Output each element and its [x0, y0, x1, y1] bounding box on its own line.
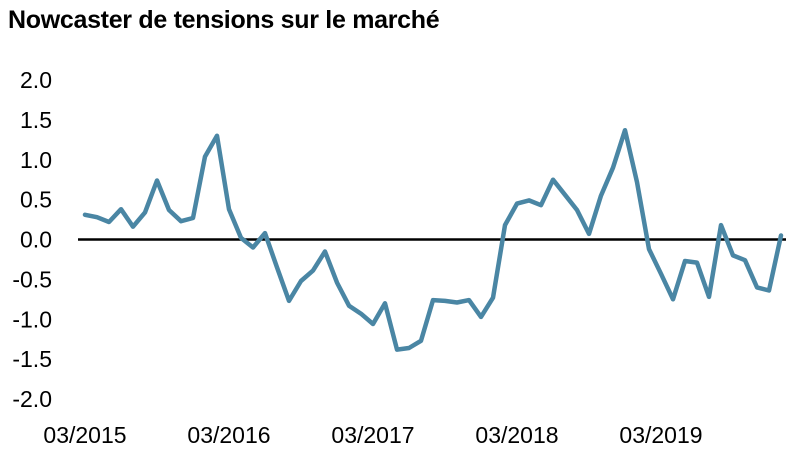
- y-tick-label: 0.0: [20, 227, 52, 253]
- y-tick-label: 1.5: [20, 107, 52, 133]
- y-tick-label: -2.0: [12, 386, 52, 412]
- y-tick-label: -1.0: [12, 306, 52, 332]
- y-tick-label: 1.0: [20, 147, 52, 173]
- series-line: [82, 127, 784, 352]
- y-tick-label: 2.0: [20, 67, 52, 93]
- x-tick-label: 03/2016: [187, 422, 270, 448]
- y-tick-label: 0.5: [20, 187, 52, 213]
- x-tick-label: 03/2017: [331, 422, 414, 448]
- x-tick-label: 03/2018: [475, 422, 558, 448]
- x-tick-label: 03/2019: [619, 422, 702, 448]
- y-tick-label: -1.5: [12, 346, 52, 372]
- x-tick-label: 03/2015: [43, 422, 126, 448]
- x-axis-ticks: 03/2015 03/2016 03/2017 03/2018 03/2019: [43, 422, 702, 448]
- y-axis-ticks: 2.0 1.5 1.0 0.5 0.0 -0.5 -1.0 -1.5 -2.0: [12, 67, 52, 412]
- y-tick-label: -0.5: [12, 266, 52, 292]
- chart-title: Nowcaster de tensions sur le marché: [8, 6, 440, 34]
